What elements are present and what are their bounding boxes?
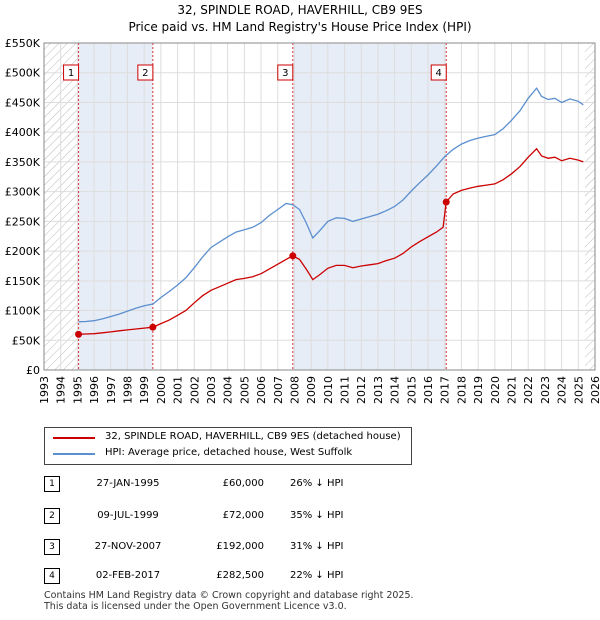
sale-marker-number: 3 <box>282 68 288 79</box>
x-tick-label: 2025 <box>572 376 585 404</box>
y-tick-label: £550K <box>5 37 41 50</box>
x-tick-label: 1999 <box>138 376 151 404</box>
hatched-no-data-region <box>584 43 595 370</box>
y-tick-label: £450K <box>5 96 41 109</box>
shaded-ownership-period <box>292 43 447 370</box>
chart-subtitle: Price paid vs. HM Land Registry's House … <box>128 20 472 34</box>
legend-label-property: 32, SPINDLE ROAD, HAVERHILL, CB9 9ES (de… <box>105 431 401 442</box>
hatched-no-data-region <box>44 43 79 370</box>
x-tick-label: 2004 <box>222 376 235 404</box>
x-tick-label: 2024 <box>556 376 569 404</box>
x-tick-label: 2008 <box>288 376 301 404</box>
sale-marker-number: 2 <box>142 68 148 79</box>
y-tick-label: £200K <box>5 245 41 258</box>
sale-number: 2 <box>44 508 60 524</box>
x-tick-label: 2026 <box>589 376 600 404</box>
x-tick-label: 2011 <box>339 376 352 404</box>
x-tick-label: 2002 <box>188 376 201 404</box>
x-tick-label: 2013 <box>372 376 385 404</box>
y-tick-label: £150K <box>5 275 41 288</box>
x-tick-label: 2009 <box>305 376 318 404</box>
x-tick-label: 2012 <box>355 376 368 404</box>
x-tick-label: 1995 <box>71 376 84 404</box>
x-tick-label: 2017 <box>439 376 452 404</box>
x-tick-label: 2023 <box>539 376 552 404</box>
sale-number: 1 <box>44 476 60 492</box>
sale-row: 3 27-NOV-2007 £192,000 31% ↓ HPI <box>44 539 564 555</box>
price-paid-line <box>78 147 584 335</box>
chart-title: 32, SPINDLE ROAD, HAVERHILL, CB9 9ES <box>177 3 423 17</box>
x-tick-label: 2003 <box>205 376 218 404</box>
legend: 32, SPINDLE ROAD, HAVERHILL, CB9 9ES (de… <box>44 427 412 465</box>
y-tick-label: £250K <box>5 215 41 228</box>
sale-hpi-diff: 31% ↓ HPI <box>290 541 344 552</box>
legend-swatch-hpi <box>53 453 95 455</box>
x-tick-label: 2019 <box>472 376 485 404</box>
x-tick-label: 2005 <box>238 376 251 404</box>
sale-point <box>149 323 157 331</box>
sale-marker-number: 1 <box>68 68 74 79</box>
price-chart: £0 £50K £100K £150K £200K £250K £300K £350K £400… <box>5 37 600 404</box>
sale-marker-box <box>63 64 80 81</box>
y-tick-label: £350K <box>5 156 41 169</box>
sale-price: £282,500 <box>216 570 264 581</box>
x-tick-label: 2020 <box>489 376 502 404</box>
legend-item-property: 32, SPINDLE ROAD, HAVERHILL, CB9 9ES (de… <box>53 431 403 445</box>
legend-label-hpi: HPI: Average price, detached house, West… <box>105 447 353 458</box>
sale-marker-number: 4 <box>436 68 442 79</box>
legend-item-hpi: HPI: Average price, detached house, West… <box>53 447 403 461</box>
sale-date: 27-JAN-1995 <box>96 478 160 489</box>
y-tick-label: £0 <box>26 364 40 377</box>
x-tick-label: 2016 <box>422 376 435 404</box>
sale-row: 4 02-FEB-2017 £282,500 22% ↓ HPI <box>44 568 564 584</box>
x-tick-label: 1993 <box>38 376 51 404</box>
footer-copyright: Contains HM Land Registry data © Crown c… <box>44 590 414 601</box>
x-tick-label: 2010 <box>322 376 335 404</box>
sale-date: 09-JUL-1999 <box>97 510 159 521</box>
sale-marker-box <box>277 64 294 81</box>
x-tick-label: 1998 <box>121 376 134 404</box>
plot-border <box>43 42 596 371</box>
sale-marker-box <box>137 64 154 81</box>
sale-hpi-diff: 22% ↓ HPI <box>290 570 344 581</box>
x-tick-label: 2000 <box>155 376 168 404</box>
sale-point <box>289 252 297 260</box>
legend-swatch-property <box>53 437 95 439</box>
sale-point <box>442 198 450 206</box>
x-tick-label: 2007 <box>272 376 285 404</box>
sale-row: 1 27-JAN-1995 £60,000 26% ↓ HPI <box>44 476 564 492</box>
sale-marker-box <box>430 64 447 81</box>
y-tick-label: £500K <box>5 67 41 80</box>
x-tick-label: 1997 <box>105 376 118 404</box>
y-tick-label: £400K <box>5 126 41 139</box>
sale-point <box>75 330 83 338</box>
y-tick-label: £300K <box>5 186 41 199</box>
sale-hpi-diff: 26% ↓ HPI <box>290 478 344 489</box>
y-tick-label: £100K <box>5 305 41 318</box>
x-tick-label: 2006 <box>255 376 268 404</box>
sale-price: £192,000 <box>216 541 264 552</box>
footer: Contains HM Land Registry data © Crown c… <box>44 590 414 612</box>
x-tick-label: 1994 <box>55 376 68 404</box>
sale-number: 4 <box>44 568 60 584</box>
sale-number: 3 <box>44 539 60 555</box>
x-tick-label: 2021 <box>506 376 519 404</box>
x-tick-label: 2015 <box>405 376 418 404</box>
footer-licence: This data is licensed under the Open Gov… <box>44 601 347 612</box>
y-tick-label: £50K <box>12 334 41 347</box>
hpi-line <box>78 87 584 323</box>
x-tick-label: 2018 <box>455 376 468 404</box>
sale-hpi-diff: 35% ↓ HPI <box>290 510 344 521</box>
sale-row: 2 09-JUL-1999 £72,000 35% ↓ HPI <box>44 508 564 524</box>
x-tick-label: 2014 <box>389 376 402 404</box>
x-tick-label: 2001 <box>172 376 185 404</box>
sale-date: 27-NOV-2007 <box>94 541 162 552</box>
x-tick-label: 1996 <box>88 376 101 404</box>
x-tick-label: 2022 <box>522 376 535 404</box>
sale-price: £72,000 <box>222 510 264 521</box>
sale-price: £60,000 <box>222 478 264 489</box>
sale-date: 02-FEB-2017 <box>95 570 161 581</box>
